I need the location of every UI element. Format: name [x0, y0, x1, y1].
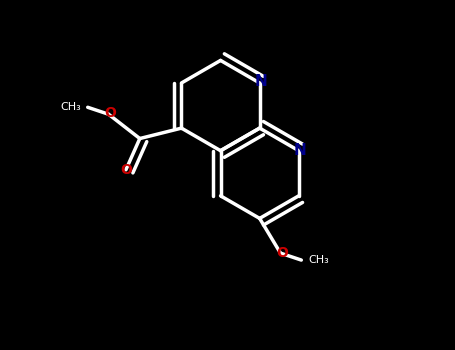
- Text: N: N: [255, 74, 268, 89]
- Text: CH₃: CH₃: [60, 102, 81, 112]
- Text: N: N: [294, 143, 307, 158]
- Text: O: O: [276, 246, 288, 260]
- Text: CH₃: CH₃: [308, 255, 329, 265]
- Text: O: O: [120, 163, 132, 177]
- Text: O: O: [104, 105, 116, 119]
